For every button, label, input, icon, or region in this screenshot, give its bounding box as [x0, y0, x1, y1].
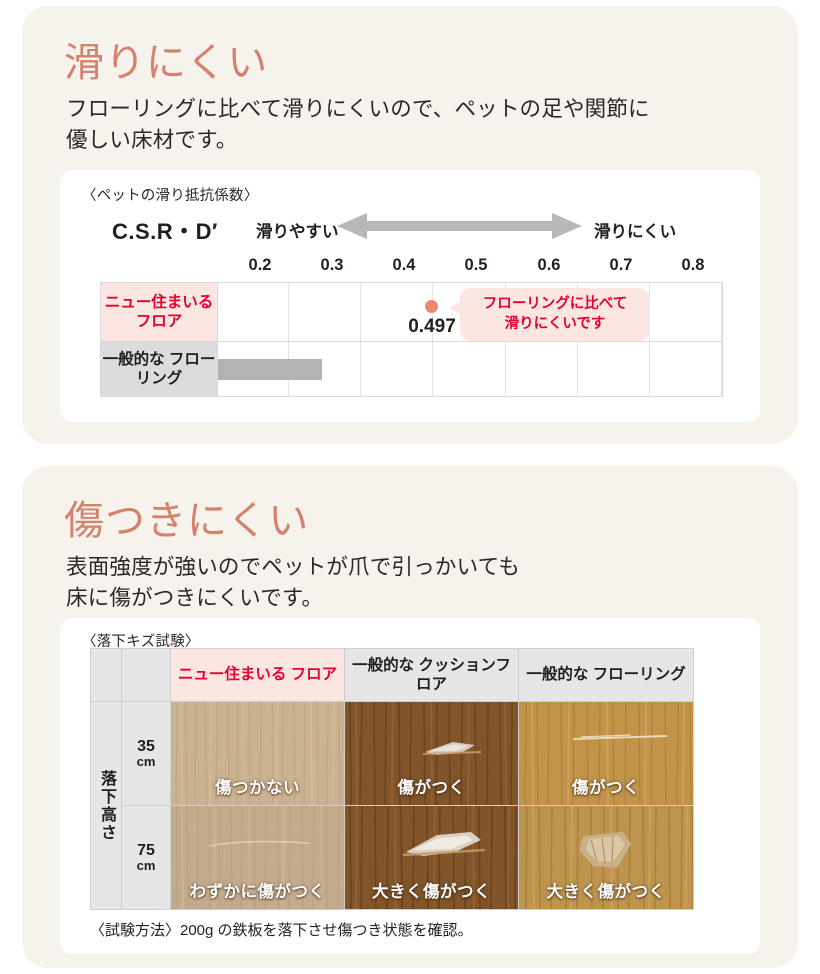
scratch-test-caption: 〈落下キズ試験〉 — [82, 634, 200, 650]
photo-caption-35cm-flooring: 傷がつく — [572, 779, 640, 797]
arrow-label-slippery: 滑りやすい — [256, 223, 339, 241]
photo-caption-75cm-flooring: 大きく傷がつく — [546, 883, 666, 901]
photo-75cm-new-floor: わずかに傷がつく — [170, 805, 345, 910]
arrow-label-nonslip: 滑りにくい — [594, 223, 677, 241]
slip-chart-grid: ニュー住まいる フロア 一般的な フローリング 0.497 フローリングに比べて — [100, 282, 723, 397]
axis-tick-5: 0.7 — [609, 256, 633, 274]
row-group-label-text: 落下高さ — [98, 769, 115, 842]
callout-bubble: フローリングに比べて 滑りにくいです — [449, 288, 650, 342]
axis-tick-0: 0.2 — [248, 256, 272, 274]
data-point-new-floor — [425, 300, 438, 313]
csr-metric-label: C.S.R・D′ — [112, 219, 218, 244]
photo-caption-35cm-new-floor: 傷つかない — [215, 779, 300, 797]
wood-texture-light — [171, 702, 344, 805]
photo-caption-75cm-new-floor: わずかに傷がつく — [189, 883, 326, 901]
column-header-flooring: 一般的な フローリング — [518, 648, 694, 702]
data-value-new-floor: 0.497 — [408, 316, 456, 337]
photo-75cm-cushion-floor: 大きく傷がつく — [344, 805, 519, 910]
column-header-new-floor: ニュー住まいる フロア — [170, 648, 345, 702]
row-header-35cm-unit: cm — [136, 754, 156, 769]
slip-chart-plot-area: 0.497 フローリングに比べて 滑りにくいです — [217, 282, 723, 397]
scratch-test-panel: 〈落下キズ試験〉 ニュー住まいる フロア 一般的な クッションフロア 一般的な … — [60, 618, 760, 954]
row-header-75cm-unit: cm — [136, 858, 156, 873]
axis-tick-1: 0.3 — [320, 256, 344, 274]
row-header-35cm: 35 cm — [121, 701, 171, 806]
photo-caption-75cm-cushion-floor: 大きく傷がつく — [372, 883, 491, 901]
card-lead-slip: フローリングに比べて滑りにくいので、ペットの足や関節に 優しい床材です。 — [66, 97, 650, 152]
wood-texture-dark-2 — [345, 806, 518, 909]
card-title-slip: 滑りにくい — [64, 41, 269, 85]
slip-chart-caption: 〈ペットの滑り抵抗係数〉 — [82, 188, 259, 204]
photo-caption-35cm-cushion-floor: 傷がつく — [397, 779, 466, 797]
table-corner-b — [121, 648, 171, 702]
axis-tick-6: 0.8 — [681, 256, 705, 274]
table-corner-a — [90, 648, 122, 702]
card-lead-scratch: 表面強度が強いのでペットが爪で引っかいても 床に傷がつきにくいです。 — [66, 555, 520, 610]
row-label-new-floor: ニュー住まいる フロア — [100, 282, 218, 342]
photo-35cm-flooring: 傷がつく — [518, 701, 694, 806]
wood-texture-light-2 — [171, 806, 344, 909]
double-arrow-icon — [337, 212, 582, 240]
scratch-test-table: ニュー住まいる フロア 一般的な クッションフロア 一般的な フローリング 落下… — [90, 648, 714, 910]
axis-tick-4: 0.6 — [537, 256, 561, 274]
scratch-test-footnote: 〈試験方法〉200g の鉄板を落下させ傷つき状態を確認。 — [90, 922, 473, 939]
slip-chart-panel: 〈ペットの滑り抵抗係数〉 C.S.R・D′ 滑りやすい 滑りにくい 0.2 0.… — [60, 170, 760, 422]
row-header-75cm: 75 cm — [121, 805, 171, 910]
photo-75cm-flooring: 大きく傷がつく — [518, 805, 694, 910]
data-bar-standard-flooring — [218, 359, 322, 380]
row-label-standard-flooring: 一般的な フローリング — [100, 341, 218, 397]
photo-35cm-cushion-floor: 傷がつく — [344, 701, 519, 806]
axis-tick-2: 0.4 — [392, 256, 416, 274]
row-header-35cm-value: 35 — [137, 738, 155, 755]
column-header-cushion-floor: 一般的な クッションフロア — [344, 648, 519, 702]
axis-tick-3: 0.5 — [464, 256, 488, 274]
row-header-75cm-value: 75 — [137, 842, 155, 859]
wood-texture-golden — [519, 702, 693, 805]
photo-35cm-new-floor: 傷つかない — [170, 701, 345, 806]
row-group-label-drop-height: 落下高さ — [90, 701, 122, 910]
card-title-scratch: 傷つきにくい — [64, 499, 310, 543]
